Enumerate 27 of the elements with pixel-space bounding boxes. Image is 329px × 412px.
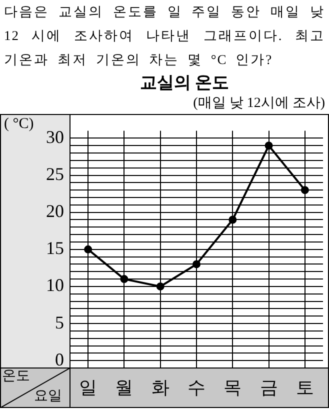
point — [192, 260, 200, 268]
point — [228, 216, 237, 224]
y-tick-label: 5 — [55, 312, 64, 332]
x-tick-label: 월 — [115, 378, 134, 398]
point — [84, 245, 92, 254]
y-tick-label: 30 — [46, 126, 64, 147]
y-tick-label: 25 — [46, 164, 64, 184]
point — [156, 282, 164, 290]
x-axis-title: 요일 — [34, 389, 62, 405]
text: ( °C) — [4, 116, 34, 133]
y-tick-label: 10 — [46, 275, 64, 296]
x-tick-label: 수 — [188, 378, 206, 398]
point — [120, 275, 128, 284]
x-tick-label: 토 — [296, 378, 314, 398]
y-tick-label: 15 — [46, 238, 64, 258]
x-tick-label: 화 — [151, 378, 170, 398]
y-tick-label: 20 — [46, 201, 64, 222]
chart-subtitle: (매일 낮 12시에 조사) — [192, 95, 326, 113]
x-tick-label: 일 — [79, 378, 98, 398]
x-tick-label: 금 — [260, 378, 278, 398]
chart-title: 교실의 온도 — [138, 72, 230, 94]
point — [300, 186, 309, 194]
text: 다음은 교실의 온도를 일 주일 동안 매일 낮 12 시에 조사하여 나타낸 그래프이다. 최고 기온과 최저 기온의 차는 몇 °C 인가? — [3, 3, 326, 69]
x-tick-label: 목 — [224, 378, 242, 398]
point — [264, 142, 273, 150]
y-tick-label: 0 — [55, 349, 64, 370]
y-axis-title: 온도 — [2, 369, 30, 385]
